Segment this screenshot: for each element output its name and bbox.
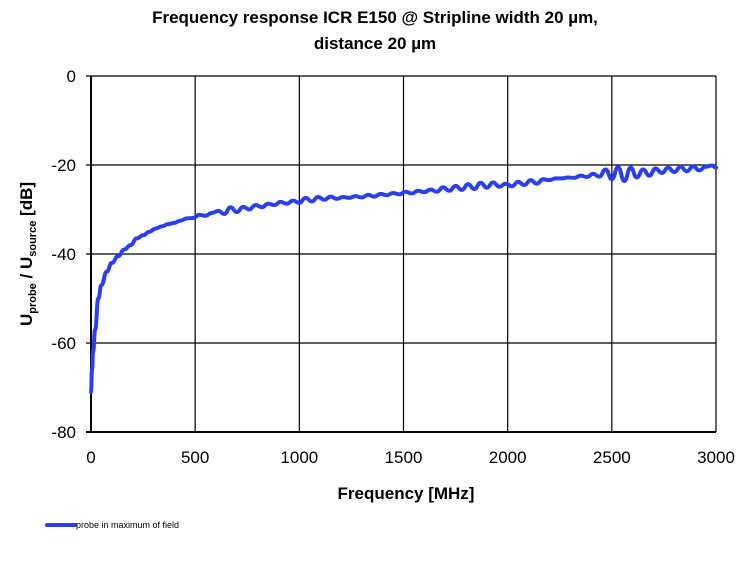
y-axis-label: Uprobe / Usource [dB] (17, 182, 39, 326)
x-tick-label: 1000 (280, 448, 318, 467)
x-tick-label: 1500 (385, 448, 423, 467)
series-line (89, 163, 718, 394)
y-tick-label: -80 (51, 423, 76, 442)
x-axis-label: Frequency [MHz] (338, 484, 475, 503)
y-tick-label: -20 (51, 156, 76, 175)
x-tick-label: 0 (86, 448, 95, 467)
y-tick-label: -40 (51, 245, 76, 264)
x-tick-label: 2000 (489, 448, 527, 467)
legend: probe in maximum of field (45, 520, 179, 530)
y-tick-label: -60 (51, 334, 76, 353)
chart-title-line-2: distance 20 µm (314, 34, 436, 53)
legend-label: probe in maximum of field (76, 520, 179, 530)
x-tick-label: 500 (181, 448, 209, 467)
chart-title-line-1: Frequency response ICR E150 @ Stripline … (152, 8, 598, 27)
tick-labels: 0 500 1000 1500 2000 2500 3000 0 -20 -40 -60 -80 (51, 67, 734, 467)
grid (86, 75, 717, 433)
y-tick-label: 0 (67, 67, 76, 86)
series (89, 163, 718, 394)
x-tick-label: 3000 (697, 448, 735, 467)
x-tick-label: 2500 (593, 448, 631, 467)
